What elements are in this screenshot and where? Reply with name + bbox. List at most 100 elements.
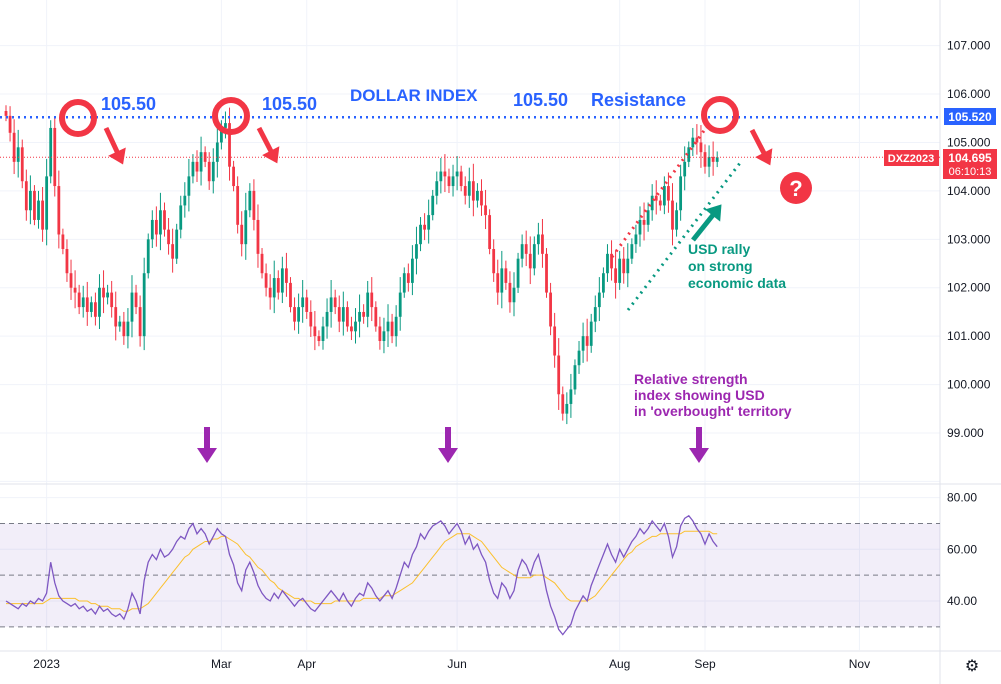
candle-body (431, 195, 435, 216)
rsi-arrow-head-2 (438, 448, 458, 463)
candle-body (626, 258, 630, 274)
candle-body (175, 229, 179, 259)
price-tick-label: 104.000 (947, 184, 991, 198)
candle-body (459, 171, 463, 187)
candle-body (423, 224, 426, 230)
candle-body (658, 200, 662, 206)
candle-body (711, 157, 715, 162)
candle-body (33, 190, 36, 220)
candle-body (146, 239, 150, 274)
candle-body (163, 210, 166, 230)
candle-body (102, 287, 105, 298)
resistance-touch-circle (701, 96, 739, 134)
candle-body (77, 292, 81, 308)
candle-body (536, 234, 540, 245)
price-tick-label: 100.000 (947, 378, 991, 392)
candle-body (687, 147, 691, 162)
candle-body (187, 176, 191, 196)
candle-body (500, 268, 504, 293)
candle-body (199, 152, 203, 172)
price-tick-label: 101.000 (947, 329, 991, 343)
time-tick-label: Jun (447, 657, 466, 671)
upper-channel-line (610, 127, 708, 258)
usd-rally-line-2: on strong (688, 258, 753, 274)
gear-icon[interactable]: ⚙ (964, 658, 980, 675)
candle-body (675, 210, 678, 230)
candle-body (545, 253, 548, 293)
candle-body (8, 115, 12, 133)
candle-body (614, 268, 617, 283)
price-tick-label: 102.000 (947, 281, 991, 295)
rsi-arrow-head-1 (197, 448, 217, 463)
candle-body (81, 297, 85, 308)
candle-body (699, 142, 703, 153)
candle-body (122, 321, 126, 337)
candle-body (402, 273, 406, 293)
candle-body (293, 307, 296, 322)
candle-body (179, 205, 183, 230)
candle-body (167, 229, 170, 245)
candle-body (106, 292, 109, 298)
candle-body (504, 268, 508, 283)
candle-body (57, 186, 61, 235)
candle-body (496, 273, 500, 293)
candle-body (593, 307, 597, 322)
candles (4, 105, 719, 425)
candle-body (224, 123, 227, 128)
level-label-2: 105.50 (262, 94, 317, 114)
question-badge (780, 172, 812, 204)
candle-body (622, 258, 626, 274)
candle-body (69, 273, 73, 288)
candle-body (289, 282, 292, 308)
candle-body (232, 166, 235, 187)
candle-body (203, 152, 207, 162)
level-label-3: 105.50 (513, 90, 568, 110)
candle-body (94, 302, 97, 317)
candle-body (28, 190, 32, 211)
candle-body (350, 326, 353, 332)
candle-body (219, 127, 223, 143)
candle-body (130, 292, 134, 322)
candle-body (435, 181, 439, 196)
candle-body (480, 190, 483, 206)
candle-body (37, 200, 40, 220)
rsi-arrow-shaft-3 (696, 427, 702, 449)
time-axis: 2023 Mar Apr Jun Aug Sep Nov (33, 657, 870, 671)
candle-body (16, 147, 20, 162)
candle-body (378, 326, 382, 342)
candle-body (240, 224, 244, 245)
rsi-arrow-head-3 (689, 448, 709, 463)
rsi-line (5, 514, 718, 636)
candle-body (248, 190, 252, 211)
candle-body (646, 210, 650, 225)
candle-body (618, 258, 622, 283)
candle-body (654, 195, 658, 201)
candle-body (297, 307, 301, 322)
candle-body (447, 176, 451, 187)
candle-body (20, 147, 24, 182)
candle-body (549, 292, 552, 327)
candle-body (285, 268, 288, 283)
candle-body (382, 331, 386, 342)
candle-body (321, 326, 325, 342)
candle-body (419, 224, 422, 245)
candle-body (463, 186, 467, 196)
candle-body (471, 181, 475, 201)
rsi-arrow-shaft-1 (204, 427, 210, 449)
candle-body (337, 307, 341, 322)
up-arrow-head (705, 204, 722, 222)
candle-body (585, 336, 589, 346)
rsi-note-line-3: in 'overbought' territory (634, 403, 792, 419)
candle-body (215, 142, 219, 162)
candle-body (370, 292, 374, 308)
candle-body (98, 287, 101, 317)
candle-body (171, 244, 175, 259)
candle-body (110, 292, 114, 308)
rsi-ma-line (6, 530, 718, 612)
candle-body (606, 253, 609, 274)
candle-body (415, 244, 418, 259)
candle-body (589, 321, 593, 346)
candle-body (252, 190, 256, 220)
candle-body (374, 307, 378, 327)
